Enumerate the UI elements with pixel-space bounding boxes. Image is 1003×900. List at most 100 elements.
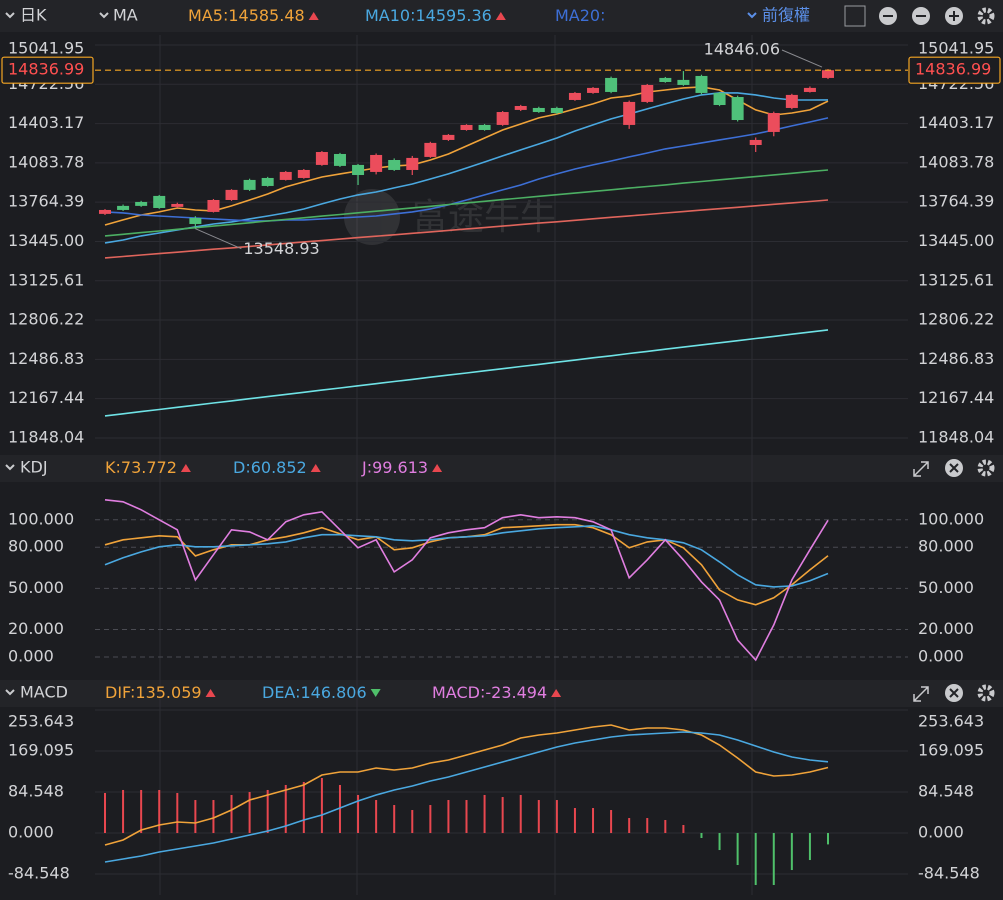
candle-body (496, 112, 509, 125)
macd-bar (664, 820, 667, 834)
chevron[interactable] (5, 12, 15, 19)
legend-value: 146.806 (300, 683, 366, 702)
y-tick-label: 253.643 (918, 712, 984, 731)
chevron[interactable] (5, 464, 15, 471)
settings-icon[interactable] (977, 459, 995, 477)
legend-entry: MA10:14595.36 (365, 6, 492, 25)
period-selector[interactable]: 日K (20, 6, 47, 25)
legend-entry: J:99.613 (361, 458, 428, 477)
candle-body (424, 142, 437, 157)
icon-part (949, 688, 959, 698)
legend-entry: K:73.772 (105, 458, 177, 477)
chevron[interactable] (747, 12, 757, 19)
candle-body (297, 169, 310, 178)
candle-body (749, 139, 762, 145)
y-tick-label: 14083.78 (918, 152, 994, 171)
legend-name: MA20 (555, 6, 600, 25)
panel-title: MACD (20, 683, 68, 702)
y-tick-label: 14403.17 (918, 113, 994, 132)
trend-arrow (205, 689, 216, 697)
chevron[interactable] (5, 689, 15, 696)
legend-name: K (105, 458, 116, 477)
macd-bar (610, 810, 613, 834)
adjust-selector[interactable]: 前復權 (762, 6, 810, 25)
candle-body (352, 164, 365, 176)
candle-body (189, 217, 202, 224)
macd-bar (465, 800, 468, 834)
panel-title: KDJ (20, 458, 48, 477)
macd-bar (700, 833, 703, 839)
expand-icon[interactable] (913, 461, 929, 477)
expand-icon[interactable] (913, 686, 929, 702)
y-tick-label: 50.000 (918, 578, 974, 597)
y-tick-label: 169.095 (918, 740, 984, 759)
y-tick-label: -84.548 (8, 864, 70, 883)
chevron[interactable] (99, 12, 109, 19)
candle-body (153, 195, 166, 208)
vertical-grid (159, 35, 753, 895)
candle-body (279, 171, 292, 180)
y-tick-label: 0.000 (918, 646, 964, 665)
panel: 15041.9515041.9514722.5614722.5614403.17… (8, 39, 994, 447)
trend-arrow (180, 464, 191, 472)
candle-body (822, 70, 834, 78)
candle-body (677, 79, 690, 85)
settings-icon[interactable] (977, 7, 995, 25)
y-tick-label: 15041.95 (8, 39, 84, 58)
y-tick-label: 84.548 (918, 781, 974, 800)
legend-entry: MA5:14585.48 (188, 6, 305, 25)
current-price-box (908, 56, 1001, 84)
y-tick-label: 12167.44 (8, 388, 84, 407)
legend-entry: DEA:146.806 (262, 683, 367, 702)
y-tick-label: 253.643 (8, 712, 74, 731)
settings-icon[interactable] (977, 684, 995, 702)
y-tick-label: 80.000 (8, 537, 64, 556)
trend-arrow (370, 689, 381, 697)
macd-bar (230, 794, 233, 834)
candle-body (171, 203, 184, 207)
y-tick-label: 100.000 (8, 509, 74, 528)
current-price-label: 14836.99 (8, 60, 84, 79)
macd-bar (519, 794, 522, 834)
line (104, 724, 829, 846)
legend-value: 73.772 (121, 458, 177, 477)
candle-body (659, 77, 672, 82)
y-tick-label: 84.548 (8, 781, 64, 800)
macd-bar (0, 680, 1003, 707)
macd-bar (682, 825, 685, 834)
indicator-selector[interactable]: MA (113, 6, 138, 25)
y-tick-label: 12486.83 (918, 349, 994, 368)
candle-body (803, 87, 816, 92)
legend-value: 14595.36 (416, 6, 492, 25)
xy-icon[interactable] (844, 5, 866, 27)
macd-bar (628, 818, 631, 834)
legend-value: 99.613 (372, 458, 428, 477)
line (104, 731, 829, 863)
macd-bar (122, 789, 125, 834)
y-tick-label: 20.000 (8, 619, 64, 638)
candle-body (731, 97, 744, 121)
candle-body (568, 92, 581, 100)
macd-bar (592, 808, 595, 834)
y-tick-label: 12486.83 (8, 349, 84, 368)
legend-value: 14585.48 (228, 6, 304, 25)
macd-bar (302, 781, 305, 834)
macd-bar (320, 777, 323, 834)
candle-body (641, 84, 654, 102)
macd-bar (338, 784, 341, 834)
panel-tools (913, 459, 995, 702)
trend-arrow (310, 464, 321, 472)
macd-bar (158, 789, 161, 834)
icon-part (949, 463, 959, 473)
macd-bar (718, 833, 721, 851)
legend-value: 60.852 (251, 458, 307, 477)
candle-body (514, 105, 527, 110)
macd-bar (357, 794, 360, 834)
candle-body (623, 101, 636, 125)
legend-entry: D:60.852 (233, 458, 307, 477)
y-tick-label: 13764.39 (918, 192, 994, 211)
candle-body (117, 205, 130, 210)
candle-body (478, 124, 491, 130)
candle-body (695, 75, 708, 93)
